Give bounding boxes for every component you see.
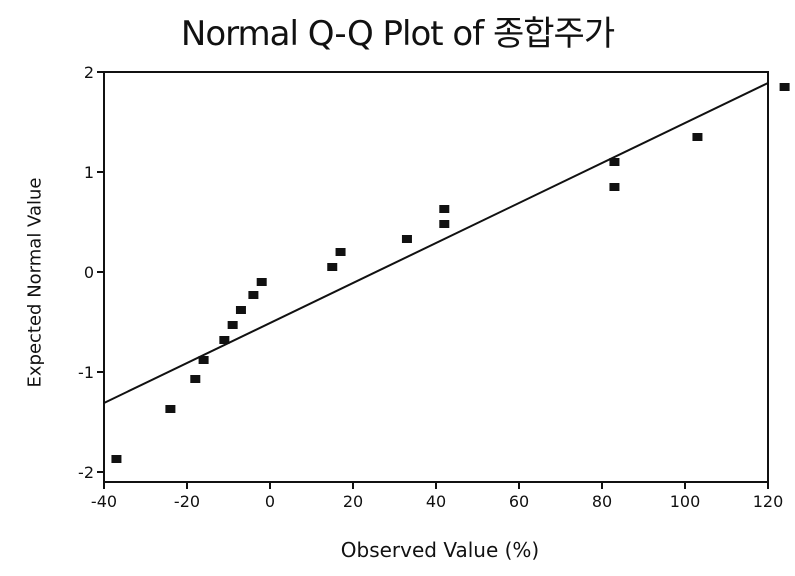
x-tick-label: 20	[343, 492, 363, 511]
y-tick-label: 1	[84, 163, 94, 182]
x-tick-label: 120	[753, 492, 784, 511]
x-tick-label: -20	[174, 492, 200, 511]
data-point	[779, 83, 790, 91]
data-point	[335, 248, 346, 256]
reference-line-group	[103, 82, 769, 404]
x-tick-label: 60	[509, 492, 529, 511]
y-tick-label: 2	[84, 63, 94, 82]
data-point	[235, 306, 246, 314]
y-tick-label: 0	[84, 263, 94, 282]
data-point	[248, 291, 259, 299]
y-axis-ticks: -2 -1 0 1 2	[78, 63, 104, 482]
x-tick-label: -40	[91, 492, 117, 511]
data-point	[256, 278, 267, 286]
plot-frame	[103, 71, 769, 483]
data-point	[439, 205, 450, 213]
data-point	[401, 235, 412, 243]
x-tick-label: 0	[265, 492, 275, 511]
data-point	[227, 321, 238, 329]
data-point	[609, 158, 620, 166]
data-point	[198, 356, 209, 364]
data-point	[111, 455, 122, 463]
x-tick-label: 40	[426, 492, 446, 511]
y-tick-label: -1	[78, 363, 94, 382]
chart-title: Normal Q-Q Plot of 종합주가	[180, 14, 615, 54]
reference-line	[103, 82, 769, 404]
data-point	[190, 375, 201, 383]
data-points	[111, 83, 790, 463]
plot-axes	[103, 71, 769, 483]
data-point	[609, 183, 620, 191]
x-axis-label: Observed Value (%)	[340, 538, 540, 562]
y-axis-label: Expected Normal Value	[24, 177, 46, 388]
data-point	[692, 133, 703, 141]
x-tick-label: 100	[670, 492, 701, 511]
x-tick-label: 80	[592, 492, 612, 511]
data-point	[219, 336, 230, 344]
data-point	[327, 263, 338, 271]
data-point	[439, 220, 450, 228]
data-point	[165, 405, 176, 413]
x-axis-ticks: -40 -20 0 20 40 60 80 100 120	[91, 482, 783, 511]
y-tick-label: -2	[78, 463, 94, 482]
